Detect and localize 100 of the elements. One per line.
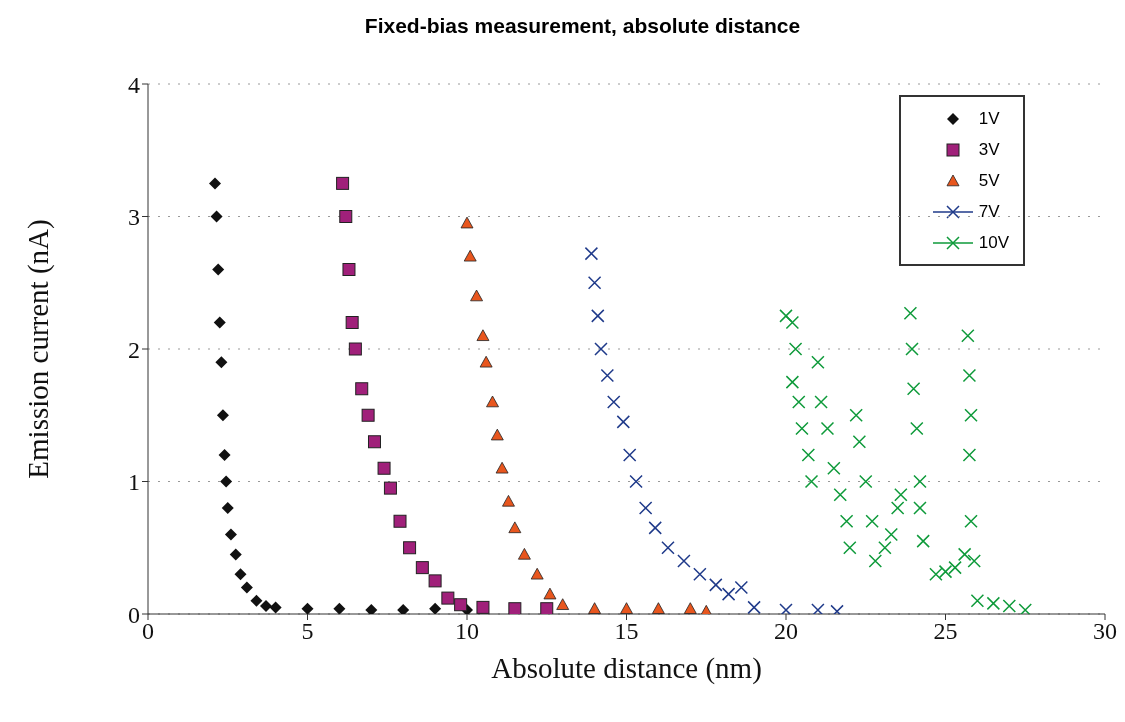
point <box>213 316 226 329</box>
chart-title: Fixed-bias measurement, absolute distance <box>363 13 802 39</box>
point <box>961 329 975 343</box>
legend-label: 5V <box>978 170 1000 191</box>
point <box>339 210 353 223</box>
y-tick-label: 0 <box>128 601 140 628</box>
point <box>964 514 978 528</box>
point <box>843 541 857 555</box>
point <box>556 598 570 610</box>
point <box>518 547 531 560</box>
point <box>479 355 493 368</box>
point <box>591 309 605 323</box>
point <box>486 395 499 408</box>
x-tick-label: 30 <box>1093 618 1117 645</box>
point <box>620 602 633 614</box>
legend-label: 3V <box>978 139 1000 160</box>
x-tick-label: 10 <box>455 618 479 645</box>
point <box>929 567 943 581</box>
point <box>948 560 962 575</box>
point <box>721 587 736 601</box>
x-tick-label: 5 <box>301 618 314 645</box>
point <box>833 488 847 502</box>
y-tick-label: 1 <box>128 469 140 496</box>
x-axis-title: Absolute distance (nm) <box>491 652 762 685</box>
point <box>355 382 369 396</box>
point <box>594 342 608 356</box>
point <box>747 600 761 614</box>
point <box>218 449 231 461</box>
point <box>530 567 544 580</box>
point <box>849 408 863 422</box>
point <box>348 342 362 356</box>
point <box>342 263 356 276</box>
point <box>588 602 601 614</box>
point <box>906 382 921 396</box>
point <box>502 494 515 507</box>
point <box>393 514 407 528</box>
x-tick-label: 25 <box>933 618 958 645</box>
point <box>476 329 490 341</box>
point <box>208 177 221 190</box>
y-axis-title: Emission current (nA) <box>22 219 56 479</box>
point <box>957 547 972 562</box>
y-tick-label: 2 <box>128 336 140 363</box>
point <box>454 598 468 612</box>
point <box>470 289 483 302</box>
point <box>652 602 665 614</box>
point <box>622 448 637 462</box>
point <box>212 263 225 276</box>
point <box>868 554 883 568</box>
point <box>811 603 825 614</box>
point <box>215 356 228 369</box>
point <box>903 306 918 320</box>
point <box>677 554 691 568</box>
point <box>801 448 816 462</box>
point <box>606 395 621 409</box>
point <box>460 216 474 229</box>
point <box>377 461 391 475</box>
point <box>508 521 522 534</box>
point <box>1018 603 1032 614</box>
point <box>986 596 1001 611</box>
point <box>779 603 793 614</box>
point <box>962 448 977 462</box>
point <box>814 395 828 409</box>
point <box>428 574 442 588</box>
point <box>962 368 977 383</box>
point <box>648 521 662 535</box>
point <box>584 246 599 261</box>
point <box>709 578 723 592</box>
point <box>839 514 854 528</box>
point <box>221 502 234 514</box>
point <box>220 475 233 488</box>
point <box>894 488 908 502</box>
point <box>792 395 806 409</box>
point <box>234 568 247 581</box>
point <box>540 602 554 614</box>
legend-label: 10V <box>978 232 1009 253</box>
point <box>905 342 919 356</box>
point <box>878 541 892 555</box>
point <box>429 602 442 614</box>
point <box>779 309 793 323</box>
point <box>224 528 237 541</box>
point <box>938 564 953 579</box>
point <box>693 567 707 581</box>
point <box>210 210 223 223</box>
point <box>661 541 675 555</box>
point <box>865 514 879 528</box>
point <box>967 554 981 568</box>
x-tick-label: 15 <box>614 618 639 645</box>
point <box>345 316 359 329</box>
point <box>269 601 282 614</box>
point <box>1002 599 1017 613</box>
point <box>970 594 985 608</box>
point <box>336 176 350 190</box>
point <box>216 409 229 422</box>
point <box>403 541 417 555</box>
point <box>638 501 653 515</box>
point <box>884 527 899 542</box>
point <box>441 591 455 605</box>
point <box>616 415 631 429</box>
point <box>910 421 924 436</box>
point <box>229 548 242 561</box>
